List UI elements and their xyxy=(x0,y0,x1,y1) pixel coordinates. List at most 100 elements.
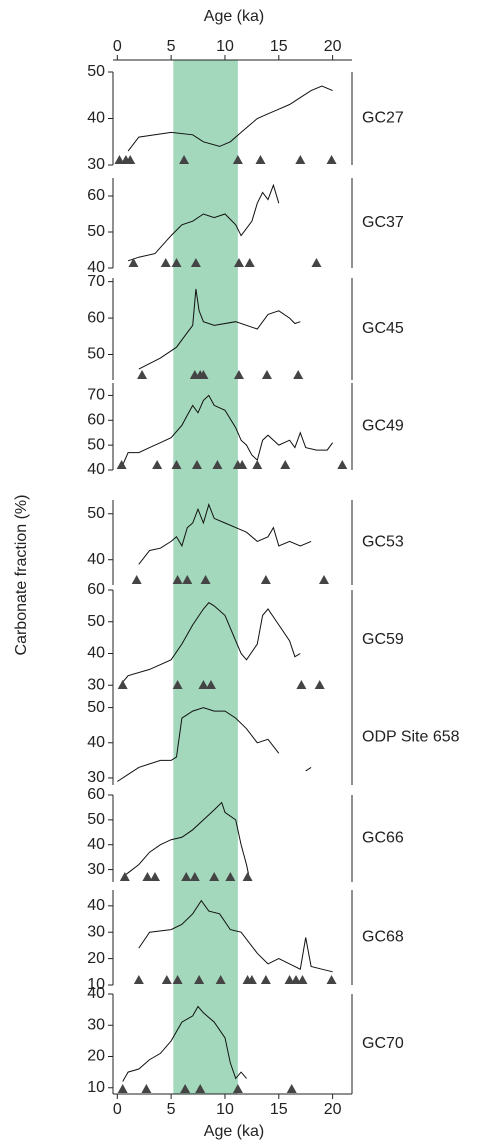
date-marker xyxy=(180,1084,191,1093)
date-marker xyxy=(189,872,200,881)
date-marker xyxy=(293,370,304,379)
date-marker xyxy=(194,975,205,984)
data-line xyxy=(117,707,312,782)
date-marker xyxy=(149,872,160,881)
y-tick-label: 40 xyxy=(87,551,105,568)
y-tick-label: 40 xyxy=(87,110,105,127)
date-marker xyxy=(215,975,226,984)
y-tick-label: 30 xyxy=(87,923,105,940)
y-tick-label: 20 xyxy=(87,1048,105,1065)
date-marker xyxy=(260,575,271,584)
core-label: GC37 xyxy=(362,214,404,231)
date-marker xyxy=(337,460,348,469)
date-marker xyxy=(195,1084,206,1093)
y-tick-label: 30 xyxy=(87,676,105,693)
x-tick-label: 10 xyxy=(216,1101,234,1118)
date-marker xyxy=(200,575,211,584)
date-marker xyxy=(314,680,325,689)
date-marker xyxy=(191,460,202,469)
date-marker xyxy=(311,258,322,267)
date-marker xyxy=(190,258,201,267)
y-tick-label: 20 xyxy=(87,950,105,967)
date-marker xyxy=(160,258,171,267)
y-tick-label: 40 xyxy=(87,259,105,276)
date-marker xyxy=(232,1084,243,1093)
y-tick-label: 10 xyxy=(87,1079,105,1096)
y-tick-label: 30 xyxy=(87,156,105,173)
core-label: ODP Site 658 xyxy=(362,729,460,746)
date-marker xyxy=(141,1084,152,1093)
y-tick-label: 50 xyxy=(87,699,105,716)
date-marker xyxy=(179,155,190,164)
date-marker xyxy=(297,975,308,984)
y-tick-label: 70 xyxy=(87,273,105,290)
date-marker xyxy=(205,680,216,689)
y-tick-label: 50 xyxy=(87,811,105,828)
date-marker xyxy=(172,575,183,584)
y-tick-label: 60 xyxy=(87,412,105,429)
date-marker xyxy=(209,872,220,881)
core-label: GC68 xyxy=(362,929,404,946)
data-line xyxy=(127,85,333,152)
date-marker xyxy=(326,975,337,984)
x-tick-label: 15 xyxy=(270,1101,288,1118)
y-tick-label: 40 xyxy=(87,897,105,914)
date-marker xyxy=(295,155,306,164)
y-tick-label: 30 xyxy=(87,1016,105,1033)
y-tick-label: 60 xyxy=(87,309,105,326)
y-axis-title: Carbonate fraction (%) xyxy=(13,495,30,656)
data-line xyxy=(122,394,334,466)
y-tick-label: 40 xyxy=(87,985,105,1002)
x-tick-label: 15 xyxy=(270,38,288,55)
date-marker xyxy=(244,258,255,267)
x-tick-label: 10 xyxy=(216,38,234,55)
date-marker xyxy=(161,975,172,984)
x-tick-label: 5 xyxy=(167,38,176,55)
date-marker xyxy=(284,975,295,984)
date-marker xyxy=(114,155,125,164)
x-tick-label: 0 xyxy=(113,1101,122,1118)
date-marker xyxy=(198,370,209,379)
date-marker xyxy=(280,460,291,469)
y-tick-label: 40 xyxy=(87,836,105,853)
date-marker xyxy=(137,370,148,379)
data-line xyxy=(138,288,301,370)
date-marker xyxy=(286,1084,297,1093)
date-marker xyxy=(117,1084,128,1093)
core-label: GC53 xyxy=(362,534,404,551)
date-marker xyxy=(233,370,244,379)
y-tick-label: 40 xyxy=(87,734,105,751)
y-tick-label: 30 xyxy=(87,769,105,786)
x-tick-label: 20 xyxy=(324,38,342,55)
x-tick-label: 5 xyxy=(167,1101,176,1118)
date-marker xyxy=(125,155,136,164)
date-marker xyxy=(296,680,307,689)
date-marker xyxy=(128,258,139,267)
y-tick-label: 50 xyxy=(87,613,105,630)
date-marker xyxy=(171,258,182,267)
x-tick-label: 20 xyxy=(324,1101,342,1118)
date-marker xyxy=(181,872,192,881)
y-tick-label: 60 xyxy=(87,187,105,204)
date-marker xyxy=(142,872,153,881)
core-label: GC59 xyxy=(362,631,404,648)
date-marker xyxy=(237,460,248,469)
y-tick-label: 10 xyxy=(87,976,105,993)
x-axis-title-top: Age (ka) xyxy=(204,8,264,25)
date-marker xyxy=(291,975,302,984)
date-marker xyxy=(260,975,271,984)
y-tick-label: 50 xyxy=(87,436,105,453)
y-tick-label: 60 xyxy=(87,581,105,598)
core-label: GC66 xyxy=(362,830,404,847)
data-line xyxy=(138,503,312,565)
date-marker xyxy=(261,370,272,379)
date-marker xyxy=(131,575,142,584)
data-line xyxy=(122,1005,247,1082)
date-marker xyxy=(252,460,263,469)
date-marker xyxy=(225,872,236,881)
date-marker xyxy=(172,680,183,689)
y-tick-label: 40 xyxy=(87,645,105,662)
date-marker xyxy=(246,975,257,984)
date-marker xyxy=(319,575,330,584)
